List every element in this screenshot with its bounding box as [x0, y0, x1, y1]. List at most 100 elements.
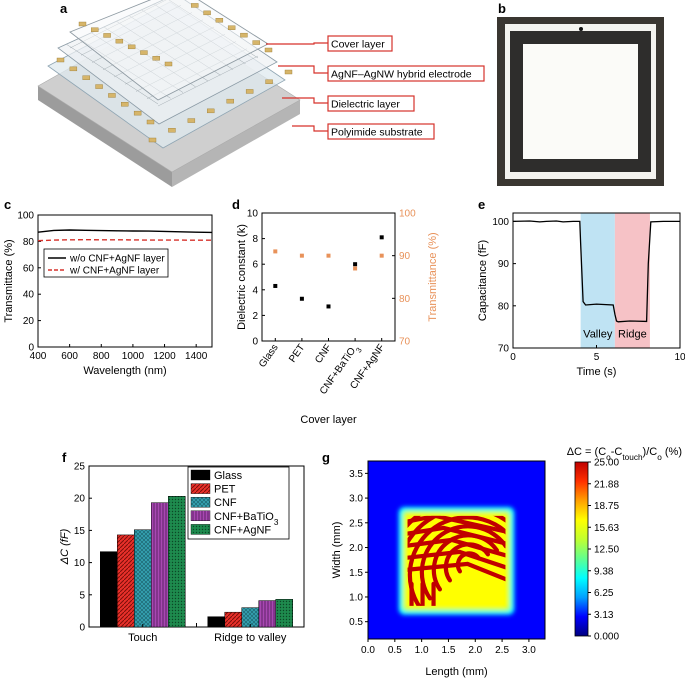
colorbar-label: 0.000: [594, 632, 619, 643]
ridge-line: [407, 549, 506, 570]
contact-pad: [127, 44, 136, 50]
y-tick-label: 20: [23, 316, 35, 327]
bar: [168, 496, 186, 628]
ridge-line: [407, 515, 506, 534]
x-tick-label: 1000: [122, 351, 145, 362]
x-tick-label: 1.0: [415, 645, 429, 656]
legend-swatch: [190, 483, 211, 494]
y-tick-label: 2.0: [349, 543, 363, 554]
contact-pad: [164, 61, 173, 67]
y-tick-label: 0: [28, 343, 34, 354]
legend: [43, 248, 169, 278]
electrode-trace: [157, 55, 259, 107]
contact-pad: [82, 75, 90, 80]
panel-label-a: a: [60, 1, 68, 16]
colorbar-label: 25.00: [594, 458, 619, 469]
bar: [258, 600, 276, 628]
contact-pad: [187, 118, 196, 123]
bar: [151, 502, 169, 628]
y-tick-label: 4: [252, 285, 258, 296]
panel-label-d: d: [232, 197, 240, 212]
y-tick-label: 40: [23, 290, 35, 301]
callout-box: [327, 123, 435, 140]
panel-label-f: f: [62, 450, 67, 465]
contact-pad: [140, 50, 148, 55]
contact-pad: [95, 84, 103, 89]
contact-pad: [284, 69, 293, 75]
panel-label-b: b: [498, 1, 506, 16]
photo-tape-right: [638, 31, 651, 172]
contact-pad: [265, 79, 273, 84]
y2-axis-label: Transmittance (%): [427, 232, 439, 321]
y2-tick-label: 70: [399, 337, 411, 348]
callout-label: AgNF–AgNW hybrid electrode: [331, 69, 472, 81]
x-tick-label: 1.5: [442, 645, 456, 656]
colorbar-label: 9.38: [594, 566, 614, 577]
contact-pad: [227, 25, 236, 30]
legend-swatch: [190, 469, 211, 481]
plot-frame: [37, 214, 213, 348]
photo-inner-square: [520, 41, 641, 162]
ridge-line: [407, 515, 506, 547]
y2-tick-label: 90: [399, 251, 411, 262]
legend-label: PET: [214, 484, 236, 496]
dielectric-point: [379, 235, 384, 240]
plot-frame: [367, 460, 546, 640]
legend-label: Glass: [214, 470, 243, 482]
dielectric-point: [273, 283, 278, 288]
colorbar: [574, 461, 589, 637]
legend-swatch: [190, 524, 211, 535]
y-tick-label: 70: [498, 344, 510, 355]
photo-marker: [579, 27, 583, 31]
contact-pad: [56, 57, 65, 63]
y-tick-label: 100: [492, 217, 509, 228]
contact-pad: [91, 27, 99, 32]
colorbar-title: ΔC = (Co-Ctouch)/Co (%): [567, 446, 682, 462]
device-schematic: [37, 0, 301, 187]
y-axis-label: Transmittace (%): [3, 239, 15, 322]
callout-box: [327, 35, 393, 52]
x-tick-label: 1400: [185, 351, 208, 362]
x-tick-label: 0.5: [388, 645, 402, 656]
transmittance-point: [326, 253, 331, 258]
contact-pad: [207, 108, 215, 114]
contact-pads: [56, 3, 293, 143]
callout-label: Polyimide substrate: [331, 127, 423, 139]
x-tick-label: 0: [510, 352, 516, 363]
x-tick-label: 2.5: [495, 645, 509, 656]
contact-pad: [252, 40, 260, 45]
x-axis-label: Cover layer: [300, 414, 357, 426]
chart-transmittance: 400 600 800 1000 1200 1400 0 20 40 60 80 100 Wavelen…: [3, 211, 213, 377]
callout-leader: [278, 65, 328, 74]
legend-swatch: [190, 497, 211, 508]
dielectric-point: [299, 296, 304, 301]
photo-tape-bottom: [513, 159, 648, 172]
x-tick-label: 2.0: [468, 645, 482, 656]
substrate-edge-right: [172, 100, 300, 187]
electrode-trace: [65, 43, 159, 105]
bar: [275, 599, 293, 628]
category-label: PET: [287, 342, 307, 364]
schematic-callouts: Cover layer AgNF–AgNW hybrid electrode Die…: [266, 35, 485, 140]
y-axis-label: Width (mm): [331, 522, 343, 579]
legend-label: CNF: [214, 497, 237, 509]
substrate-edge: [38, 86, 172, 187]
region-label: Ridge: [618, 328, 647, 340]
x-tick-label: 5: [594, 352, 600, 363]
colorbar-label: 6.25: [594, 588, 614, 599]
bar: [224, 611, 242, 628]
colorbar-label: 12.50: [594, 545, 619, 556]
category-label: Ridge to valley: [214, 632, 287, 644]
contact-pad: [152, 56, 160, 61]
ridge-line: [419, 524, 506, 601]
x-tick-label: 1200: [153, 351, 176, 362]
colorbar-label: 18.75: [594, 501, 619, 512]
ridge-line: [407, 561, 506, 582]
legend-label: w/o CNF+AgNF layer: [69, 254, 165, 265]
y2-tick-label: 80: [399, 294, 411, 305]
contact-pad: [203, 10, 211, 16]
contact-pad: [191, 3, 199, 8]
y-tick-label: 90: [498, 259, 510, 270]
y-tick-label: 0: [79, 623, 85, 634]
y-tick-label: 3.0: [349, 494, 363, 505]
